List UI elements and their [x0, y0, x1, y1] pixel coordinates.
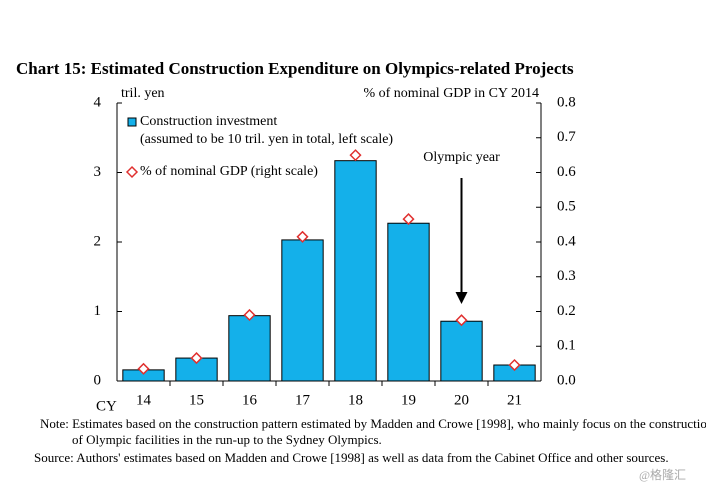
y2-tick-label: 0.3	[557, 268, 576, 284]
y-tick-label: 0	[94, 372, 102, 388]
y2-tick-label: 0.6	[557, 164, 576, 180]
bar	[387, 222, 430, 382]
x-tick-label: 16	[242, 392, 258, 408]
x-axis-label: CY	[96, 398, 117, 414]
y2-tick-label: 0.2	[557, 303, 576, 319]
gdp-marker	[508, 358, 521, 372]
bar	[281, 239, 324, 382]
legend-label: Construction investment	[140, 114, 277, 129]
gdp-marker	[190, 352, 203, 365]
gdp-marker	[455, 314, 468, 327]
y-tick-label: 3	[94, 164, 102, 180]
gdp-marker	[296, 230, 309, 243]
y2-tick-label: 0.1	[557, 338, 576, 354]
x-tick-label: 18	[348, 392, 363, 408]
y2-tick-label: 0.0	[557, 372, 576, 388]
gdp-marker	[349, 149, 362, 162]
y-tick-label: 4	[94, 94, 102, 110]
legend-label: % of nominal GDP (right scale)	[140, 164, 318, 179]
y2-tick-label: 0.7	[557, 129, 576, 145]
y-tick-label: 1	[94, 303, 102, 319]
annotation-arrowhead	[455, 292, 468, 304]
bar	[334, 160, 377, 382]
note: Note: Estimates based on the constructio…	[40, 416, 706, 447]
y2-tick-label: 0.4	[557, 233, 576, 249]
legend-swatch	[127, 117, 137, 127]
legend-swatch	[125, 165, 139, 179]
gdp-marker	[402, 213, 415, 226]
x-tick-label: 14	[136, 392, 152, 408]
legend-note: (assumed to be 10 tril. yen in total, le…	[140, 132, 393, 147]
x-tick-label: 17	[295, 392, 311, 408]
chart-title: Chart 15: Estimated Construction Expendi…	[16, 59, 574, 78]
gdp-marker	[243, 308, 256, 322]
y2-axis-label: % of nominal GDP in CY 2014	[363, 86, 539, 101]
watermark: @格隆汇	[639, 467, 686, 482]
x-tick-label: 21	[507, 392, 522, 408]
annotation: Olympic year	[423, 150, 500, 165]
y2-tick-label: 0.5	[557, 199, 576, 215]
y-tick-label: 2	[94, 233, 102, 249]
bar	[440, 320, 483, 382]
x-tick-label: 15	[189, 392, 204, 408]
y2-tick-label: 0.8	[557, 94, 576, 110]
y-axis-label: tril. yen	[121, 86, 165, 101]
x-tick-label: 19	[401, 392, 416, 408]
x-tick-label: 20	[454, 392, 469, 408]
bar	[228, 315, 271, 382]
gdp-marker	[137, 362, 150, 375]
source: Source: Authors' estimates based on Madd…	[34, 450, 669, 465]
